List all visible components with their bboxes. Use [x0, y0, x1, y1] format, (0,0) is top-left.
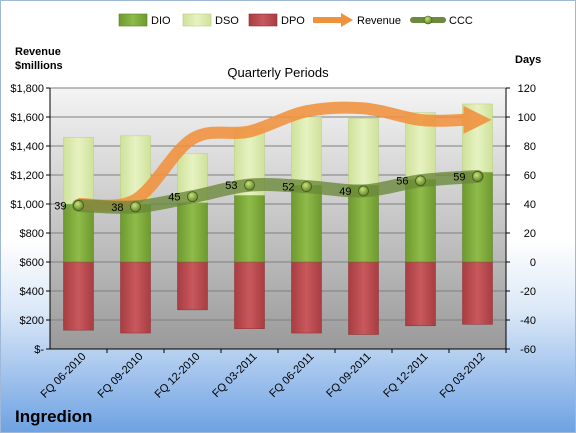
bar-dio [177, 202, 208, 263]
ccc-point [415, 175, 426, 187]
legend-label: DIO [151, 15, 171, 27]
left-tick-label: $1,400 [10, 141, 44, 153]
bar-dio [234, 195, 265, 263]
revenue-line [78, 101, 464, 212]
legend-swatch-dio [118, 13, 148, 27]
x-tick-label: FQ 12-2010 [153, 351, 203, 401]
bar-dio [462, 171, 493, 263]
revenue-arrowhead [463, 105, 492, 134]
x-tick-label: FQ 03-2011 [210, 351, 259, 400]
right-tick-label: 60 [524, 170, 536, 182]
legend-label: Revenue [357, 15, 401, 27]
left-axis-title-line2: $millions [15, 60, 63, 72]
chart-title: Quarterly Periods [227, 65, 329, 80]
ccc-data-label: 38 [111, 202, 123, 214]
right-tick-label: 100 [518, 112, 536, 124]
left-tick-label: $1,000 [10, 199, 44, 211]
bar-dpo [291, 261, 322, 334]
legend-swatch-dpo [248, 13, 278, 27]
legend-ccc-dot-icon [423, 15, 433, 25]
right-tick-label: -20 [520, 286, 536, 298]
ccc-point [358, 185, 369, 197]
left-axis-title-line1: Revenue [15, 46, 61, 58]
left-tick-label: $600 [20, 257, 44, 269]
bar-dso [63, 137, 94, 205]
ccc-point [472, 171, 483, 182]
bar-dio [63, 203, 94, 263]
ccc-point [73, 200, 84, 211]
left-tick-label: $200 [20, 315, 44, 327]
x-tick-label: FQ 03-2012 [438, 351, 488, 401]
lines: 39 38 45 53 52 49 56 59 [54, 101, 492, 214]
x-tick-label: FQ 06-2011 [267, 351, 316, 400]
company-name: Ingredion [15, 407, 93, 426]
ccc-data-label: 52 [282, 182, 294, 194]
bar-dpo [63, 261, 94, 331]
x-tick-label: FQ 09-2010 [96, 351, 146, 401]
left-tick-label: $1,800 [10, 83, 44, 95]
left-tick-label: $800 [20, 228, 44, 240]
bar-dpo [120, 261, 151, 334]
ccc-point [301, 181, 312, 193]
bar-dio [348, 184, 379, 263]
legend-label: DSO [215, 15, 239, 27]
bar-dio [405, 179, 436, 263]
x-tick-label: FQ 09-2011 [324, 351, 373, 400]
ccc-point [187, 191, 198, 203]
bar-dso [348, 118, 379, 186]
bar-dpo [462, 261, 493, 325]
legend-label: DPO [281, 15, 305, 27]
ccc-point [130, 201, 141, 213]
bar-dso [291, 116, 322, 186]
right-tick-label: 120 [518, 83, 536, 95]
left-tick-label: $- [34, 344, 44, 356]
right-tick-label: 40 [524, 199, 536, 211]
right-tick-label: 0 [530, 257, 536, 269]
right-tick-label: 80 [524, 141, 536, 153]
legend-label: CCC [449, 15, 473, 27]
bars [63, 103, 493, 335]
bar-dpo [405, 261, 436, 327]
legend: DIO DSO DPO Revenue CCC [118, 13, 473, 27]
ccc-data-label: 59 [453, 171, 465, 183]
ccc-data-label: 45 [168, 192, 180, 204]
x-tick-label: FQ 06-2010 [39, 351, 89, 401]
bar-dpo [234, 261, 265, 329]
ccc-data-label: 56 [396, 176, 408, 188]
legend-swatch-dso [182, 13, 212, 27]
x-tick-label: FQ 12-2011 [381, 351, 430, 400]
left-tick-label: $400 [20, 286, 44, 298]
ccc-data-label: 39 [54, 200, 66, 212]
right-axis-title: Days [515, 54, 541, 66]
left-tick-label: $1,200 [10, 170, 44, 182]
legend-arrowhead-icon [341, 13, 353, 27]
bar-dpo [348, 261, 379, 335]
right-tick-label: -60 [520, 344, 536, 356]
bar-dio [291, 184, 322, 263]
left-tick-label: $1,600 [10, 112, 44, 124]
ccc-data-label: 49 [339, 186, 351, 198]
right-tick-label: 20 [524, 228, 536, 240]
right-tick-label: -40 [520, 315, 536, 327]
ccc-point [244, 179, 255, 191]
ccc-data-label: 53 [225, 180, 237, 192]
bar-dpo [177, 261, 208, 311]
